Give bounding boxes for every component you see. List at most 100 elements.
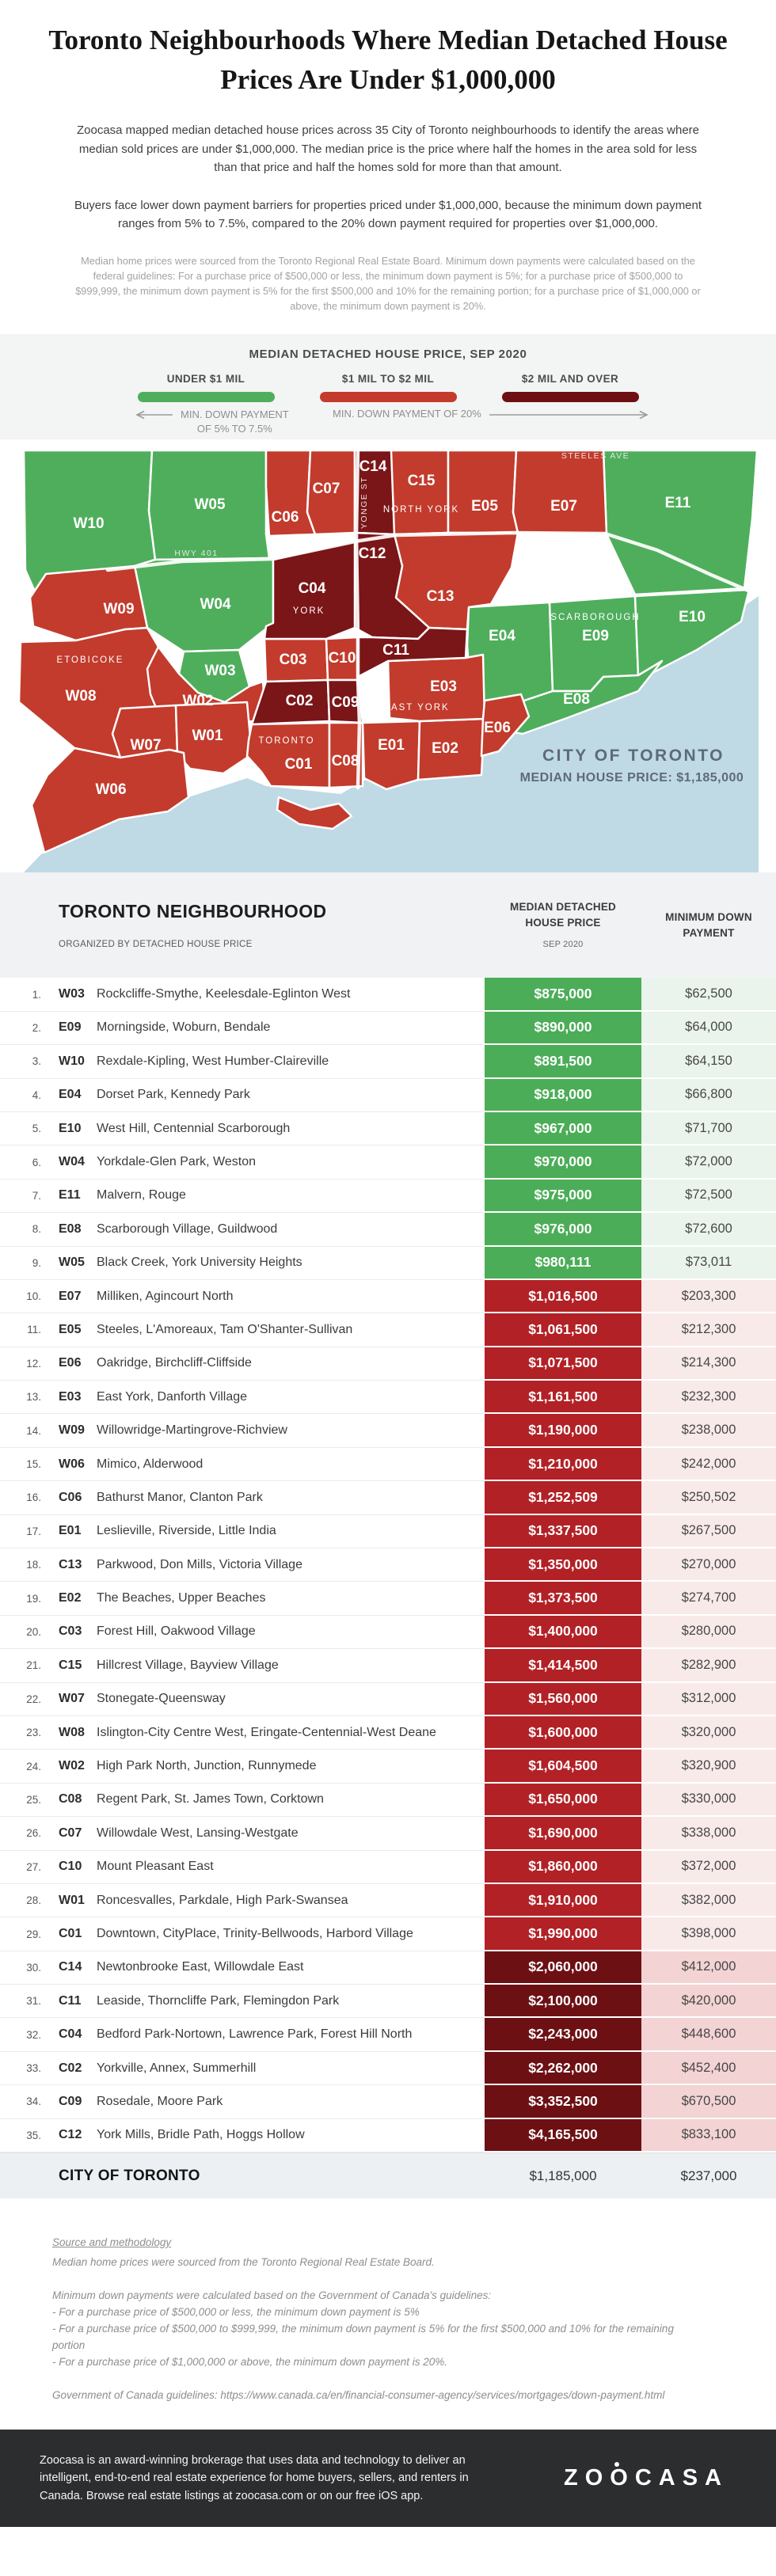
row-name: High Park North, Junction, Runnymede <box>97 1750 485 1784</box>
table-row: 15. W06 Mimico, Alderwood $1,210,000 $242,00… <box>0 1447 776 1482</box>
row-code: C11 <box>41 1985 97 2019</box>
table-row: 19. E02 The Beaches, Upper Beaches $1,373,5… <box>0 1582 776 1616</box>
city-total-row: CITY OF TORONTO $1,185,000 $237,000 <box>0 2152 776 2199</box>
row-down-payment: $72,600 <box>641 1213 776 1247</box>
table-row: 8. E08 Scarborough Village, Guildwood $976,… <box>0 1213 776 1247</box>
methodology-line: - For a purchase price of $500,000 to $9… <box>52 2322 674 2351</box>
left-arrow-icon <box>135 411 173 420</box>
legend-swatch-maroon <box>501 392 639 403</box>
arrow-left-line2: OF 5% TO 7.5% <box>196 422 272 435</box>
row-rank: 9. <box>0 1247 41 1280</box>
row-name: Willowridge-Martingrove-Richview <box>97 1414 485 1448</box>
row-code: W09 <box>41 1414 97 1448</box>
legend-arrow-left: MIN. DOWN PAYMENT OF 5% TO 7.5% <box>133 408 289 435</box>
label-e08: E08 <box>563 691 590 708</box>
label-e07: E07 <box>550 498 577 515</box>
label-c03: C03 <box>280 652 307 668</box>
row-price: $980,111 <box>485 1246 641 1280</box>
row-rank: 27. <box>0 1851 41 1884</box>
row-down-payment: $62,500 <box>641 978 776 1012</box>
table-row: 28. W01 Roncesvalles, Parkdale, High Park-… <box>0 1883 776 1918</box>
row-price: $875,000 <box>485 978 641 1012</box>
row-code: E04 <box>41 1079 97 1112</box>
city-row-price: $1,185,000 <box>529 2168 597 2183</box>
table-header-down-payment: MINIMUM DOWN PAYMENT <box>641 910 776 942</box>
label-e05: E05 <box>471 498 498 515</box>
row-code: W07 <box>41 1683 97 1716</box>
map-region-w06 <box>30 747 190 854</box>
row-rank: 29. <box>0 1917 41 1951</box>
row-down-payment: $833,100 <box>641 2118 776 2153</box>
row-code: W10 <box>41 1045 97 1079</box>
lake-ontario-water <box>24 596 759 873</box>
row-name: Morningside, Woburn, Bendale <box>97 1012 485 1046</box>
methodology-lines: Median home prices were sourced from the… <box>52 2255 705 2403</box>
row-code: C01 <box>41 1917 97 1951</box>
table-row: 3. W10 Rexdale-Kipling, West Humber-Claire… <box>0 1045 776 1079</box>
row-price: $970,000 <box>485 1146 641 1180</box>
row-code: E07 <box>41 1280 97 1314</box>
table-row: 6. W04 Yorkdale-Glen Park, Weston $970,000 $… <box>0 1146 776 1180</box>
row-name: Malvern, Rouge <box>97 1180 485 1214</box>
row-rank: 15. <box>0 1448 41 1482</box>
row-down-payment: $448,600 <box>641 2018 776 2052</box>
row-code: E08 <box>41 1213 97 1247</box>
row-name: York Mills, Bridle Path, Hoggs Hollow <box>97 2119 485 2153</box>
row-down-payment: $670,500 <box>641 2085 776 2119</box>
row-code: C02 <box>41 2052 97 2086</box>
row-name: Rockcliffe-Smythe, Keelesdale-Eglinton W… <box>97 978 485 1012</box>
row-name: Forest Hill, Oakwood Village <box>97 1616 485 1650</box>
label-w01: W01 <box>192 728 223 744</box>
methodology-heading: Source and methodology <box>52 2236 172 2249</box>
legend-arrow-left-text: MIN. DOWN PAYMENT OF 5% TO 7.5% <box>181 408 289 435</box>
table-title: TORONTO NEIGHBOURHOOD <box>59 901 327 922</box>
table-row: 23. W08 Islington-City Centre West, Eringa… <box>0 1715 776 1750</box>
row-price: $1,414,500 <box>485 1649 641 1683</box>
label-york: YORK <box>293 606 325 616</box>
table-row: 17. E01 Leslieville, Riverside, Little Ind… <box>0 1514 776 1549</box>
legend-arrow-right: MIN. DOWN PAYMENT OF 20% <box>333 408 652 420</box>
page-title: Toronto Neighbourhoods Where Median Deta… <box>48 25 728 95</box>
zoocasa-logo-text: ZOOCASA <box>564 2465 728 2491</box>
row-down-payment: $320,000 <box>641 1715 776 1750</box>
row-name: East York, Danforth Village <box>97 1381 485 1415</box>
row-rank: 34. <box>0 2085 41 2119</box>
table-subtitle: ORGANIZED BY DETACHED HOUSE PRICE <box>59 940 253 950</box>
toronto-map-svg: HWY 401 YONGE ST STEELES AVE W10 W05 W04… <box>17 447 759 873</box>
row-name: Milliken, Agincourt North <box>97 1280 485 1314</box>
row-down-payment: $212,300 <box>641 1313 776 1347</box>
row-down-payment: $242,000 <box>641 1447 776 1482</box>
label-e01: E01 <box>378 737 405 754</box>
legend-label: $1 MIL TO $2 MIL <box>341 373 435 386</box>
table-row: 2. E09 Morningside, Woburn, Bendale $890,00… <box>0 1011 776 1046</box>
map-region-e01 <box>361 720 421 791</box>
table-row: 32. C04 Bedford Park-Nortown, Lawrence Par… <box>0 2018 776 2052</box>
label-east-york: EAST YORK <box>383 703 449 712</box>
row-code: E10 <box>41 1112 97 1146</box>
row-rank: 21. <box>0 1649 41 1683</box>
row-down-payment: $398,000 <box>641 1917 776 1951</box>
label-w07: W07 <box>130 737 161 754</box>
row-rank: 12. <box>0 1347 41 1381</box>
row-name: The Beaches, Upper Beaches <box>97 1582 485 1616</box>
row-down-payment: $274,700 <box>641 1582 776 1616</box>
row-price: $1,373,500 <box>485 1582 641 1616</box>
table-row: 22. W07 Stonegate-Queensway $1,560,000 $312,… <box>0 1682 776 1716</box>
row-down-payment: $280,000 <box>641 1615 776 1650</box>
row-price: $1,016,500 <box>485 1279 641 1314</box>
row-code: E02 <box>41 1582 97 1616</box>
row-rank: 28. <box>0 1884 41 1918</box>
row-name: Roncesvalles, Parkdale, High Park-Swanse… <box>97 1884 485 1918</box>
row-rank: 25. <box>0 1784 41 1818</box>
row-rank: 17. <box>0 1515 41 1549</box>
row-name: Regent Park, St. James Town, Corktown <box>97 1784 485 1818</box>
methodology-line <box>52 2271 705 2288</box>
row-code: C13 <box>41 1548 97 1582</box>
right-arrow-icon <box>489 411 649 420</box>
footer-bar: Zoocasa is an award-winning brokerage th… <box>0 2430 776 2528</box>
row-name: Hillcrest Village, Bayview Village <box>97 1649 485 1683</box>
row-price: $891,500 <box>485 1045 641 1079</box>
label-w05: W05 <box>194 496 226 513</box>
row-price: $976,000 <box>485 1213 641 1247</box>
map-region-e05 <box>447 450 519 534</box>
